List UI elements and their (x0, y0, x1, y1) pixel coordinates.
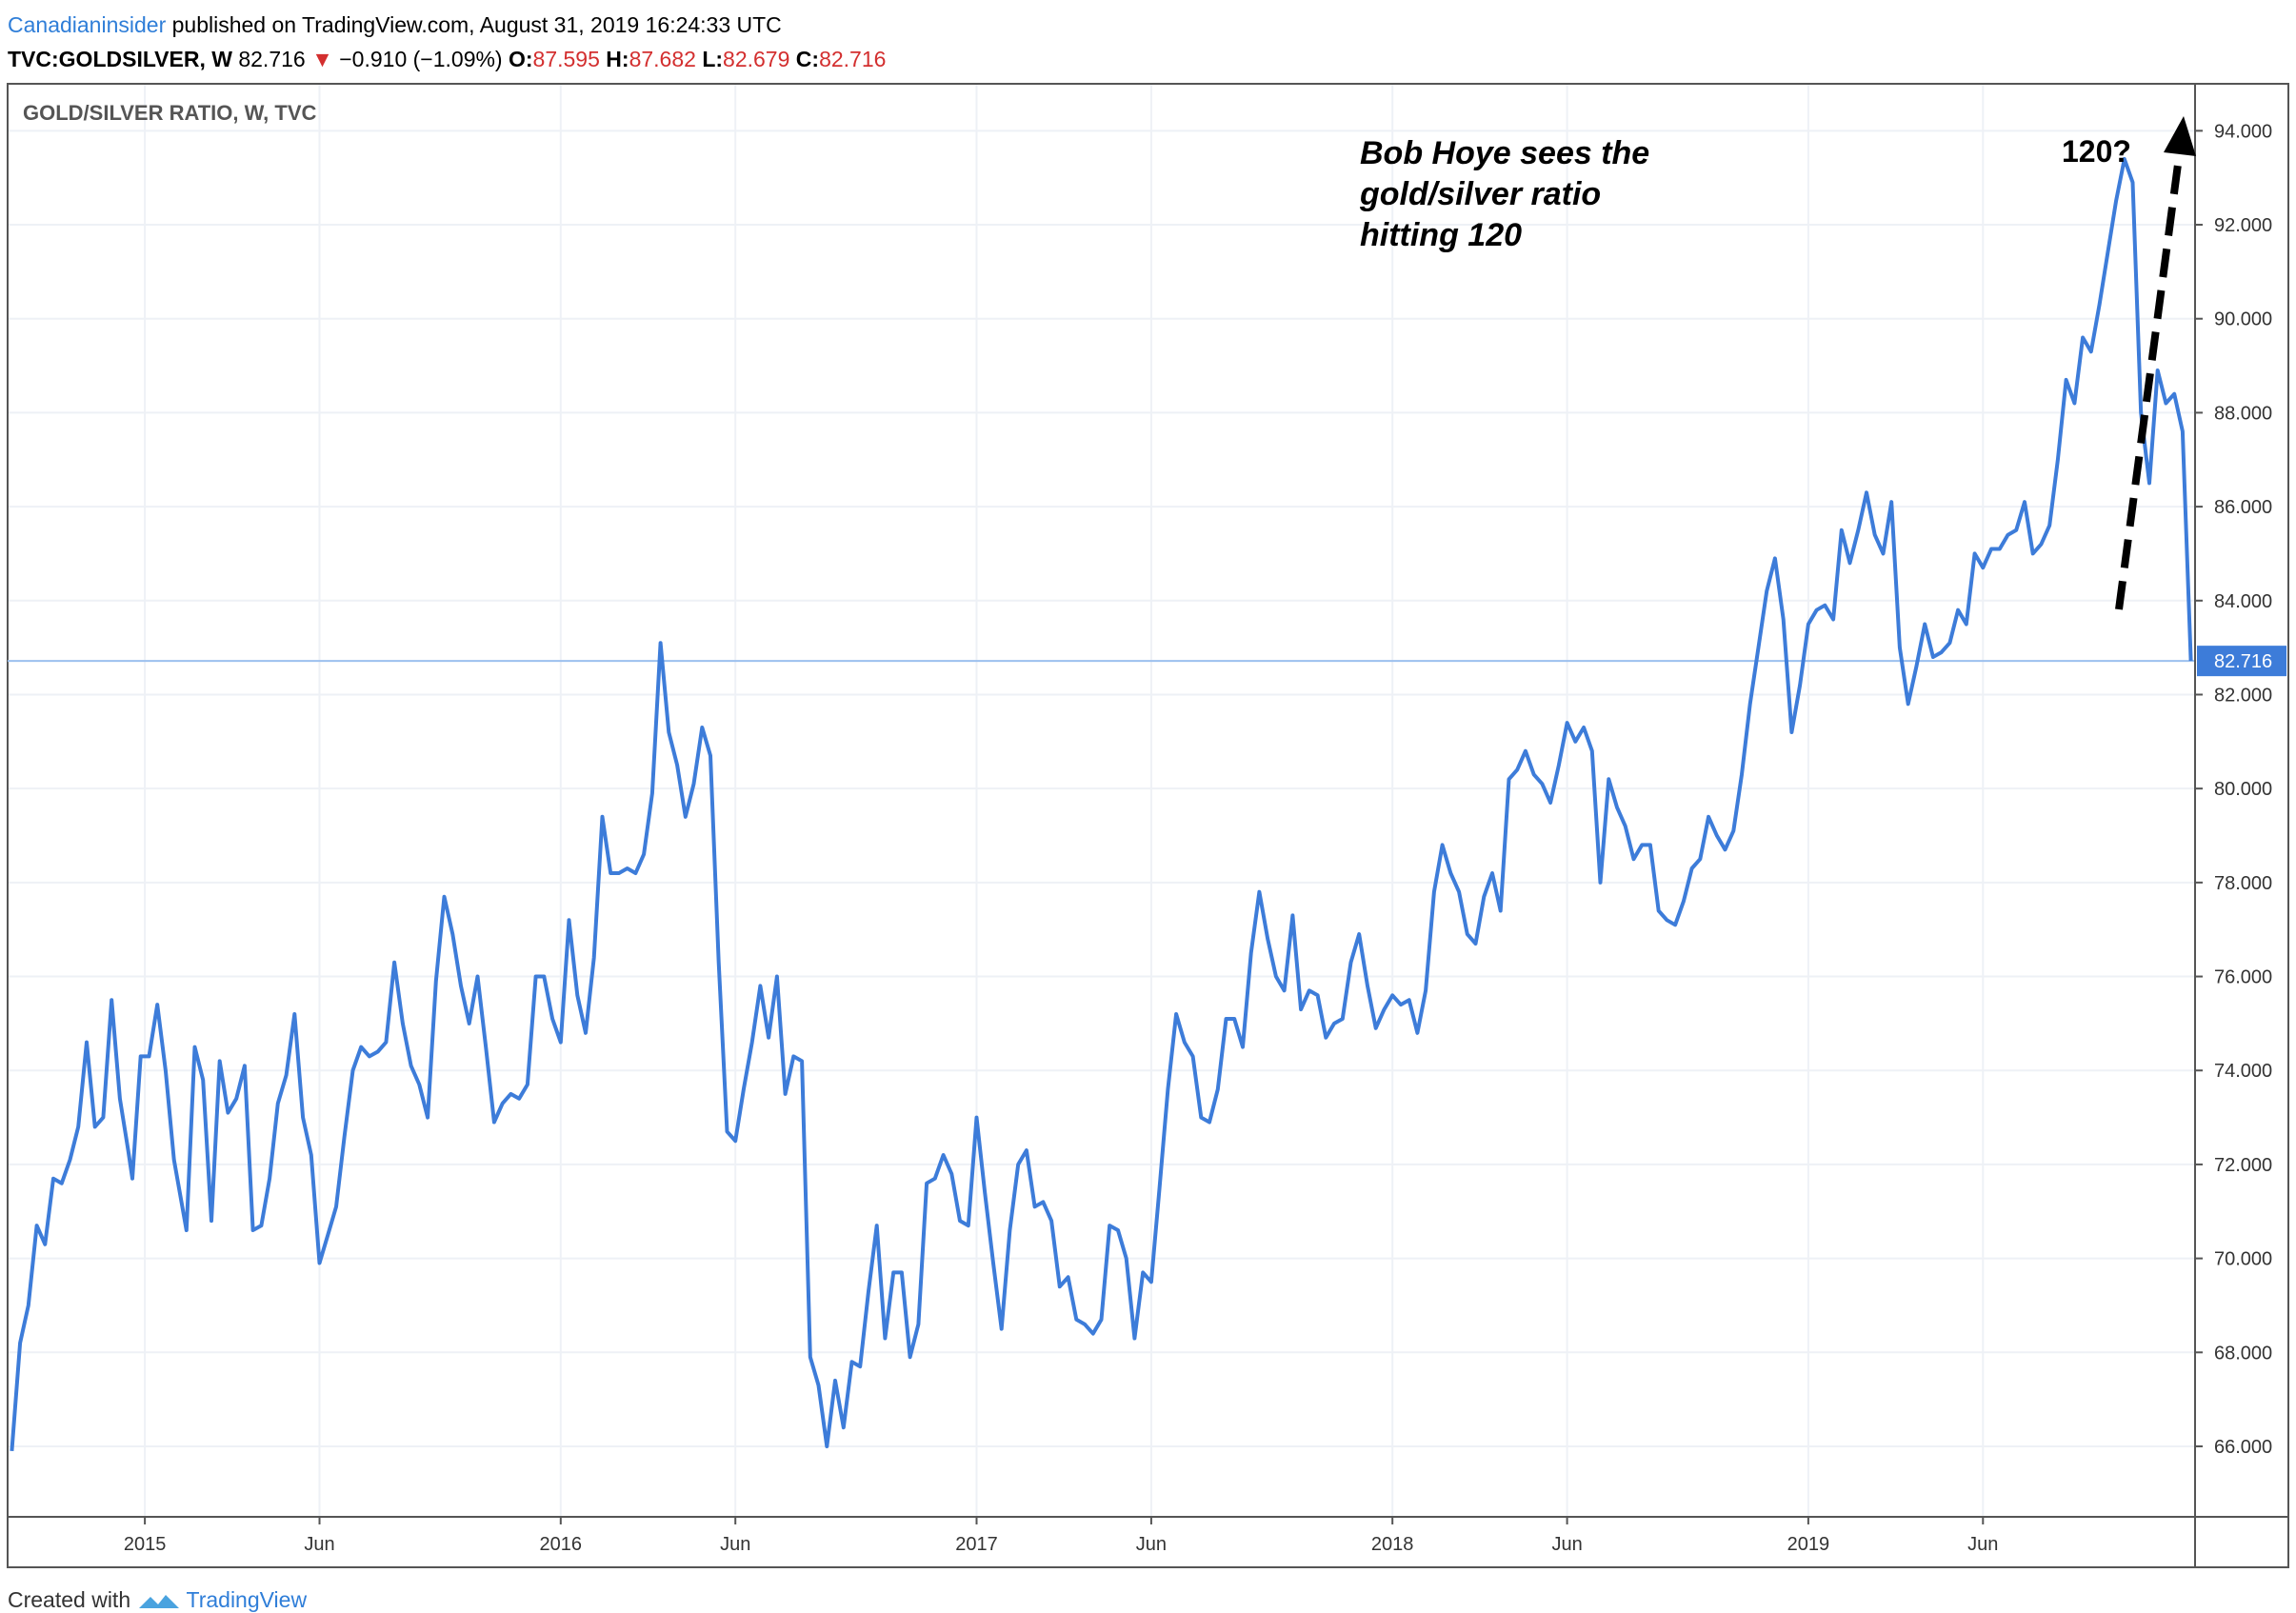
close-label: C: (795, 47, 820, 71)
open-value: 87.595 (532, 47, 600, 71)
low-label: L: (702, 47, 724, 71)
low-value: 82.679 (723, 47, 790, 71)
x-tick-label: Jun (1967, 1534, 1998, 1555)
x-tick-label: 2019 (1787, 1534, 1830, 1555)
y-tick-label: 74.000 (2214, 1061, 2272, 1082)
author-link[interactable]: Canadianinsider (8, 12, 167, 37)
y-tick-label: 66.000 (2214, 1437, 2272, 1458)
x-tick-label: 2017 (955, 1534, 998, 1555)
y-tick-label: 68.000 (2214, 1343, 2272, 1364)
annotation-line-3: hitting 120 (1360, 217, 1522, 253)
publish-line: Canadianinsider published on TradingView… (8, 8, 886, 42)
last-price-tag: 82.716 (2197, 646, 2286, 677)
annotation-line-2: gold/silver ratio (1359, 176, 1601, 212)
y-tick-label: 72.000 (2214, 1155, 2272, 1176)
last-value: 82.716 (238, 47, 306, 71)
y-tick-label: 88.000 (2214, 403, 2272, 424)
x-axis: 2015 Jun 2016 Jun 2017 Jun 2018 Jun 2019 Jun (8, 1516, 2288, 1555)
footer: Created with TradingView (8, 1587, 307, 1613)
high-value: 87.682 (629, 47, 696, 71)
annotation-line-1: Bob Hoye sees the (1360, 135, 1649, 171)
target-label: 120? (2062, 134, 2131, 169)
tradingview-logo-icon (138, 1594, 179, 1608)
dashed-arrow-line (2115, 142, 2185, 610)
series-line[interactable] (10, 157, 2193, 1452)
x-tick-label: 2016 (540, 1534, 583, 1555)
y-tick-label: 78.000 (2214, 873, 2272, 894)
y-tick-label: 94.000 (2214, 121, 2272, 142)
y-tick-label: 90.000 (2214, 309, 2272, 330)
last-price-tag-bg (2197, 646, 2286, 677)
x-tick-label: Jun (1551, 1534, 1582, 1555)
y-tick-label: 82.000 (2214, 685, 2272, 706)
y-tick-label: 92.000 (2214, 215, 2272, 236)
chart-header: Canadianinsider published on TradingView… (8, 8, 886, 76)
y-tick-label: 76.000 (2214, 967, 2272, 988)
open-label: O: (508, 47, 533, 71)
footer-created: Created with (8, 1587, 137, 1612)
plot-frame (7, 83, 2289, 1568)
symbol-label: TVC:GOLDSILVER, W (8, 47, 232, 71)
y-tick-label: 70.000 (2214, 1249, 2272, 1270)
x-tick-label: 2018 (1371, 1534, 1414, 1555)
y-tick-label: 86.000 (2214, 497, 2272, 518)
annotation-group: Bob Hoye sees the gold/silver ratio hitt… (1359, 116, 2196, 610)
footer-brand-link[interactable]: TradingView (186, 1587, 308, 1612)
x-tick-label: Jun (304, 1534, 334, 1555)
arrow-head-icon (2164, 116, 2196, 156)
chart-title: GOLD/SILVER RATIO, W, TVC (23, 101, 317, 125)
y-tick-label: 80.000 (2214, 779, 2272, 800)
x-tick-label: 2015 (124, 1534, 167, 1555)
publish-info: published on TradingView.com, August 31,… (166, 12, 782, 37)
last-price-tag-text: 82.716 (2214, 651, 2272, 672)
x-tick-label: Jun (1136, 1534, 1167, 1555)
ohlc-line: TVC:GOLDSILVER, W 82.716 ▼ −0.910 (−1.09… (8, 42, 886, 76)
down-arrow-icon: ▼ (311, 47, 333, 71)
high-label: H: (606, 47, 629, 71)
close-value: 82.716 (819, 47, 887, 71)
y-tick-label: 84.000 (2214, 591, 2272, 612)
y-axis: 66.000 68.000 70.000 72.000 74.000 76.000 78.0… (2194, 84, 2272, 1567)
x-tick-label: Jun (720, 1534, 750, 1555)
change-value: −0.910 (−1.09%) (339, 47, 503, 71)
